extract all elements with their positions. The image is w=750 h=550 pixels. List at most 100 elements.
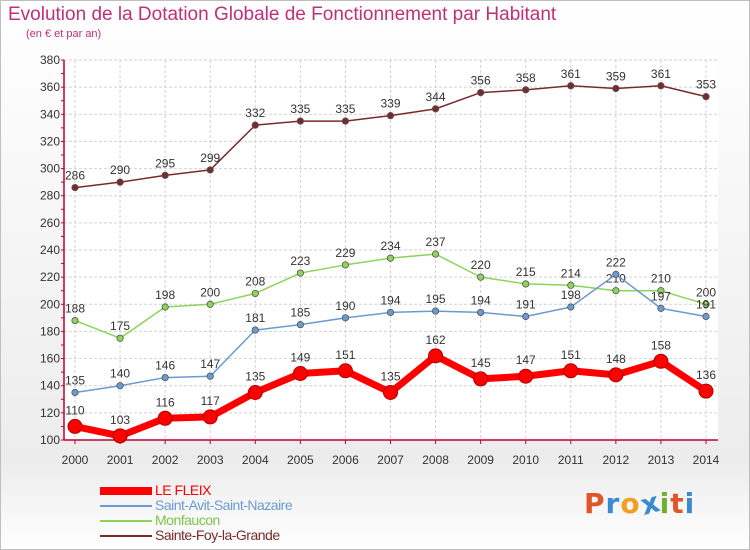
- legend-item: Sainte-Foy-la-Grande: [100, 527, 360, 543]
- data-point: [116, 178, 124, 186]
- x-tick-label: 2003: [197, 453, 224, 467]
- data-label: 214: [561, 266, 581, 280]
- y-tick-label: 320: [40, 134, 60, 148]
- y-tick-label: 140: [40, 379, 60, 393]
- data-point: [157, 410, 173, 426]
- legend-swatch: [100, 519, 152, 522]
- data-label: 359: [606, 70, 626, 84]
- data-point: [612, 270, 620, 279]
- data-label: 103: [110, 413, 130, 427]
- data-label: 145: [471, 356, 491, 370]
- data-label: 185: [290, 306, 310, 320]
- data-point: [657, 287, 665, 295]
- data-point: [386, 112, 395, 120]
- data-point: [206, 372, 214, 380]
- data-label: 299: [200, 151, 220, 165]
- legend: LE FLEIX Saint-Avit-Saint-Nazaire Monfauco…: [100, 482, 360, 543]
- x-tick-label: 2006: [332, 453, 359, 467]
- data-label: 353: [696, 78, 716, 92]
- data-label: 190: [335, 299, 355, 313]
- data-point: [477, 273, 485, 281]
- data-point: [292, 366, 308, 381]
- legend-item: Monfaucon: [100, 512, 360, 528]
- data-point: [386, 254, 395, 262]
- x-tick-label: 2010: [512, 453, 539, 467]
- data-label: 140: [110, 367, 130, 381]
- data-label: 234: [380, 239, 400, 253]
- data-point: [116, 382, 124, 390]
- series-monfaucon: 188 175 198 200 208 223 229 234 237 220 215 214 210 2…: [65, 235, 716, 342]
- x-tick-label: 2008: [422, 453, 449, 467]
- x-tick-label: 2005: [287, 453, 314, 467]
- data-point: [567, 82, 575, 90]
- y-tick-label: 340: [40, 107, 60, 121]
- data-point: [608, 367, 624, 383]
- y-tick-label: 100: [40, 433, 60, 447]
- data-label: 286: [65, 169, 85, 183]
- data-label: 210: [651, 272, 671, 286]
- data-label: 147: [200, 357, 220, 371]
- data-label: 135: [65, 374, 85, 388]
- data-point: [477, 308, 485, 317]
- data-label: 191: [696, 298, 716, 312]
- data-label: 335: [290, 102, 310, 116]
- legend-swatch: [100, 486, 152, 495]
- data-point: [612, 84, 620, 93]
- data-label: 149: [290, 351, 310, 365]
- x-tick-label: 2002: [152, 453, 179, 467]
- data-point: [431, 307, 440, 315]
- x-tick-label: 2013: [648, 453, 675, 467]
- y-tick-label: 220: [40, 270, 60, 284]
- data-label: 356: [471, 74, 491, 88]
- data-label: 110: [65, 403, 84, 417]
- y-tick-label: 300: [40, 162, 60, 176]
- legend-swatch: [100, 534, 152, 537]
- data-point: [337, 363, 353, 379]
- x-tick-label: 2011: [558, 453, 584, 467]
- data-point: [296, 269, 304, 277]
- data-point: [653, 353, 669, 369]
- data-label: 223: [290, 254, 310, 268]
- data-point: [251, 121, 259, 129]
- data-label: 181: [245, 311, 265, 325]
- data-point: [206, 300, 214, 308]
- x-tick-label: 2000: [62, 453, 89, 467]
- data-label: 358: [516, 71, 536, 85]
- data-label: 200: [200, 285, 220, 299]
- data-label: 175: [110, 319, 130, 333]
- y-tick-label: 280: [40, 189, 60, 203]
- data-label: 195: [426, 292, 446, 306]
- data-point: [116, 334, 124, 342]
- data-label: 151: [561, 348, 581, 362]
- legend-item: Saint-Avit-Saint-Nazaire: [100, 497, 360, 513]
- data-label: 148: [606, 352, 626, 366]
- legend-label: Monfaucon: [155, 512, 220, 528]
- data-point: [702, 93, 710, 101]
- data-label: 222: [606, 255, 626, 269]
- data-point: [161, 171, 169, 179]
- data-label: 198: [561, 288, 581, 302]
- data-label: 200: [696, 285, 716, 299]
- data-point: [522, 86, 530, 94]
- data-point: [386, 308, 395, 317]
- data-point: [71, 316, 79, 325]
- data-label: 146: [155, 359, 175, 373]
- data-point: [251, 289, 259, 298]
- series-le-fleix: 110 103 116 117 135 149 151 135 162 145 147 151 148 1…: [65, 333, 716, 444]
- data-label: 290: [110, 163, 130, 177]
- data-label: 198: [155, 288, 175, 302]
- data-label: 147: [516, 353, 536, 367]
- data-label: 361: [651, 67, 671, 81]
- data-point: [202, 409, 218, 425]
- data-point: [247, 385, 263, 400]
- chart-subtitle: (en € et par an): [26, 28, 102, 40]
- data-point: [522, 280, 530, 288]
- data-label: 151: [335, 348, 355, 362]
- x-tick-label: 2009: [467, 453, 494, 467]
- y-tick-label: 360: [40, 80, 60, 94]
- data-label: 135: [380, 370, 400, 384]
- data-point: [473, 371, 489, 387]
- data-label: 335: [335, 102, 355, 116]
- data-label: 188: [65, 302, 85, 316]
- proxiti-logo: Proxiti: [584, 485, 696, 522]
